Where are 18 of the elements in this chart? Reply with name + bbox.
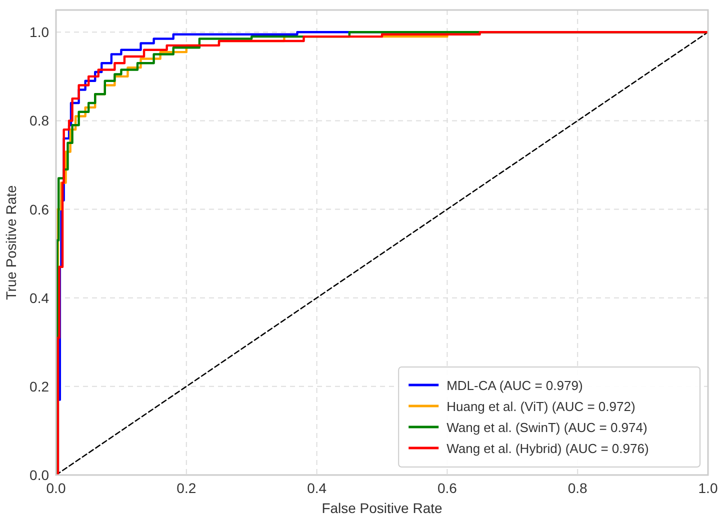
y-tick-label: 0.0 — [30, 467, 50, 483]
y-tick-label: 0.4 — [30, 290, 50, 306]
x-tick-label: 0.8 — [568, 480, 588, 496]
x-tick-label: 1.0 — [698, 480, 718, 496]
x-axis-title: False Positive Rate — [322, 500, 443, 516]
legend-label: Huang et al. (ViT) (AUC = 0.972) — [446, 399, 636, 414]
legend-label: Wang et al. (Hybrid) (AUC = 0.976) — [446, 441, 649, 456]
y-axis-title: True Positive Rate — [3, 184, 19, 300]
x-tick-label: 0.2 — [176, 480, 196, 496]
legend-label: MDL-CA (AUC = 0.979) — [446, 378, 583, 393]
x-tick-label: 0.4 — [307, 480, 327, 496]
y-tick-label: 1.0 — [30, 24, 50, 40]
x-tick-label: 0.6 — [437, 480, 458, 496]
legend-label: Wang et al. (SwinT) (AUC = 0.974) — [446, 420, 648, 435]
y-tick-label: 0.2 — [30, 378, 50, 394]
y-tick-label: 0.6 — [30, 201, 50, 218]
x-tick-label: 0.0 — [46, 480, 66, 496]
y-tick-label: 0.8 — [30, 112, 50, 129]
